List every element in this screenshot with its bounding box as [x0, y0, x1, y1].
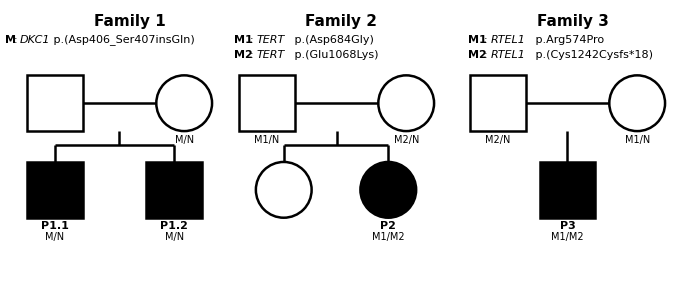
Text: p.(Glu1068Lys): p.(Glu1068Lys) — [290, 51, 378, 60]
Text: RTEL1: RTEL1 — [491, 34, 525, 45]
Text: TERT: TERT — [257, 34, 285, 45]
Text: :: : — [250, 34, 257, 45]
Text: p.(Asp684Gly): p.(Asp684Gly) — [290, 34, 373, 45]
Text: P1.2: P1.2 — [160, 221, 188, 231]
FancyBboxPatch shape — [27, 75, 83, 131]
Text: M2: M2 — [468, 51, 486, 60]
Text: M1/N: M1/N — [254, 135, 279, 145]
FancyBboxPatch shape — [239, 75, 295, 131]
Text: M1: M1 — [468, 34, 486, 45]
Ellipse shape — [378, 75, 434, 131]
Text: M1: M1 — [234, 34, 253, 45]
Text: p.Arg574Pro: p.Arg574Pro — [532, 34, 603, 45]
Text: M/N: M/N — [175, 135, 194, 145]
Text: :: : — [484, 51, 491, 60]
Text: p.(Cys1242Cysfs*18): p.(Cys1242Cysfs*18) — [532, 51, 653, 60]
Ellipse shape — [360, 162, 416, 218]
Text: :: : — [14, 34, 21, 45]
Text: DKC1: DKC1 — [20, 34, 51, 45]
FancyBboxPatch shape — [540, 162, 595, 218]
Text: :: : — [484, 34, 491, 45]
Text: M2: M2 — [234, 51, 253, 60]
Text: M2/N: M2/N — [485, 135, 510, 145]
Ellipse shape — [609, 75, 665, 131]
Text: P3: P3 — [560, 221, 575, 231]
Ellipse shape — [256, 162, 312, 218]
Text: M1/N: M1/N — [625, 135, 650, 145]
Text: P1.1: P1.1 — [41, 221, 68, 231]
Text: M/N: M/N — [164, 232, 184, 242]
Text: Family 1: Family 1 — [94, 14, 165, 29]
Text: Family 3: Family 3 — [536, 14, 608, 29]
FancyBboxPatch shape — [27, 162, 83, 218]
Text: M2/N: M2/N — [393, 135, 419, 145]
Text: Family 2: Family 2 — [306, 14, 377, 29]
Text: M/N: M/N — [45, 232, 64, 242]
Text: M1/M2: M1/M2 — [372, 232, 405, 242]
Text: :: : — [250, 51, 257, 60]
FancyBboxPatch shape — [470, 75, 525, 131]
Text: TERT: TERT — [257, 51, 285, 60]
FancyBboxPatch shape — [147, 162, 202, 218]
Text: RTEL1: RTEL1 — [491, 51, 525, 60]
Text: P2: P2 — [380, 221, 396, 231]
Text: p.(Asp406_Ser407insGln): p.(Asp406_Ser407insGln) — [50, 34, 195, 46]
Ellipse shape — [156, 75, 212, 131]
Text: M: M — [5, 34, 16, 45]
Text: M1/M2: M1/M2 — [551, 232, 584, 242]
